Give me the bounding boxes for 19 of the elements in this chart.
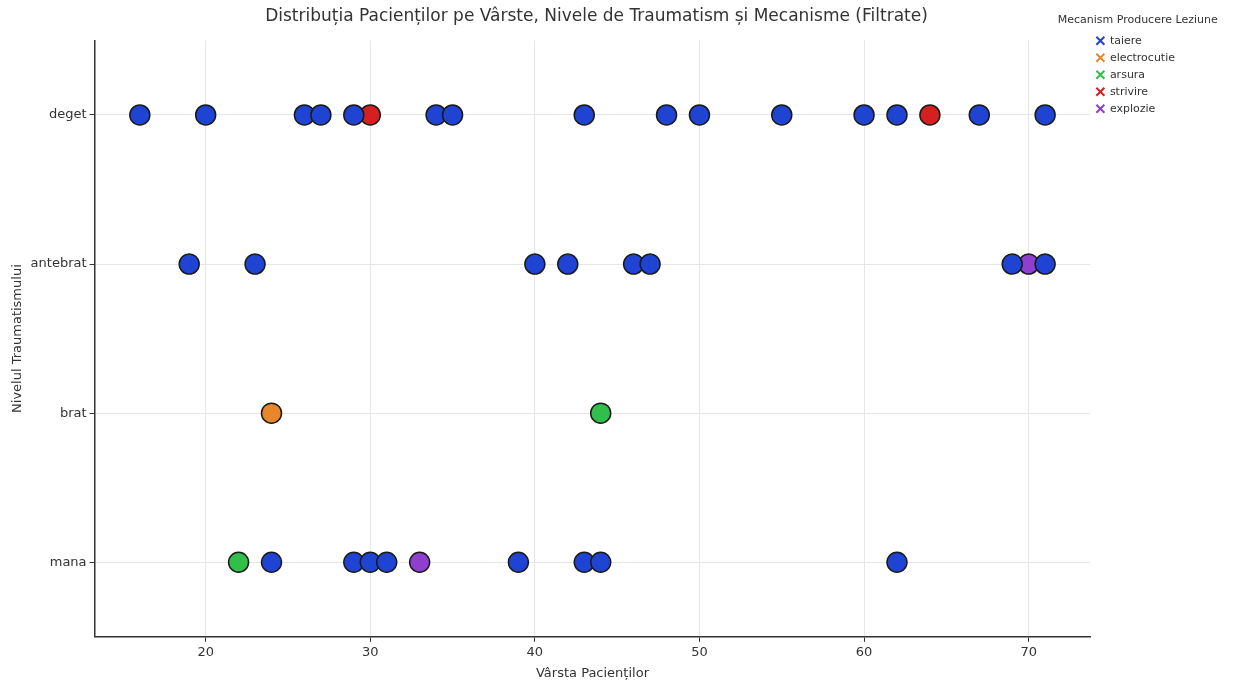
x-tick-label: 70	[1020, 643, 1037, 659]
legend-title: Mecanism Producere Leziune	[1057, 13, 1218, 27]
x-tick-label: 40	[526, 643, 544, 659]
legend-label: strivire	[1109, 84, 1149, 98]
x-tick-label: 30	[361, 643, 379, 659]
legend-label: arsura	[1109, 67, 1146, 81]
y-axis-title: Nivelul Traumatismului	[9, 264, 25, 413]
x-axis-title: Vârsta Pacienților	[535, 664, 650, 680]
y-tick-label: mana	[49, 553, 87, 569]
chart-title: Distribuția Pacienților pe Vârste, Nivele de Traumatism și Mecanisme (Filtrate)	[265, 4, 928, 25]
y-tick-label: deget	[48, 106, 87, 122]
x-tick-label: 50	[691, 643, 708, 659]
legend-label: explozie	[1109, 101, 1156, 115]
legend-label: electrocutie	[1109, 50, 1176, 64]
y-tick-label: brat	[59, 404, 87, 420]
x-tick-label: 20	[197, 643, 214, 659]
x-tick-label: 60	[855, 643, 873, 659]
y-tick-label: antebrat	[30, 255, 87, 271]
legend-label: taiere	[1109, 33, 1143, 47]
